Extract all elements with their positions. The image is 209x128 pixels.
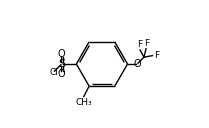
Text: O: O bbox=[58, 49, 65, 59]
Text: CH₃: CH₃ bbox=[75, 98, 92, 107]
Text: F: F bbox=[144, 39, 149, 48]
Text: O: O bbox=[133, 59, 141, 69]
Text: S: S bbox=[58, 59, 65, 69]
Text: Cl: Cl bbox=[50, 68, 58, 77]
Text: F: F bbox=[137, 40, 142, 49]
Text: O: O bbox=[58, 69, 65, 79]
Text: F: F bbox=[154, 51, 159, 60]
